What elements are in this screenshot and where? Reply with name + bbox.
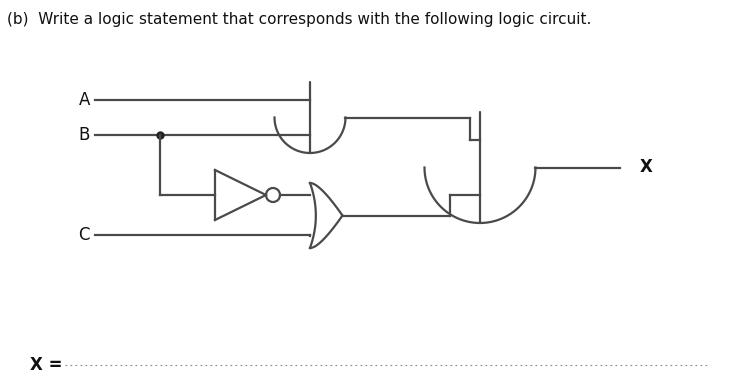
Text: (b)  Write a logic statement that corresponds with the following logic circuit.: (b) Write a logic statement that corresp… (7, 12, 592, 27)
Text: X =: X = (30, 356, 62, 374)
Text: B: B (79, 126, 90, 144)
Text: X: X (640, 158, 653, 176)
Text: C: C (79, 226, 90, 244)
Text: A: A (79, 91, 90, 109)
